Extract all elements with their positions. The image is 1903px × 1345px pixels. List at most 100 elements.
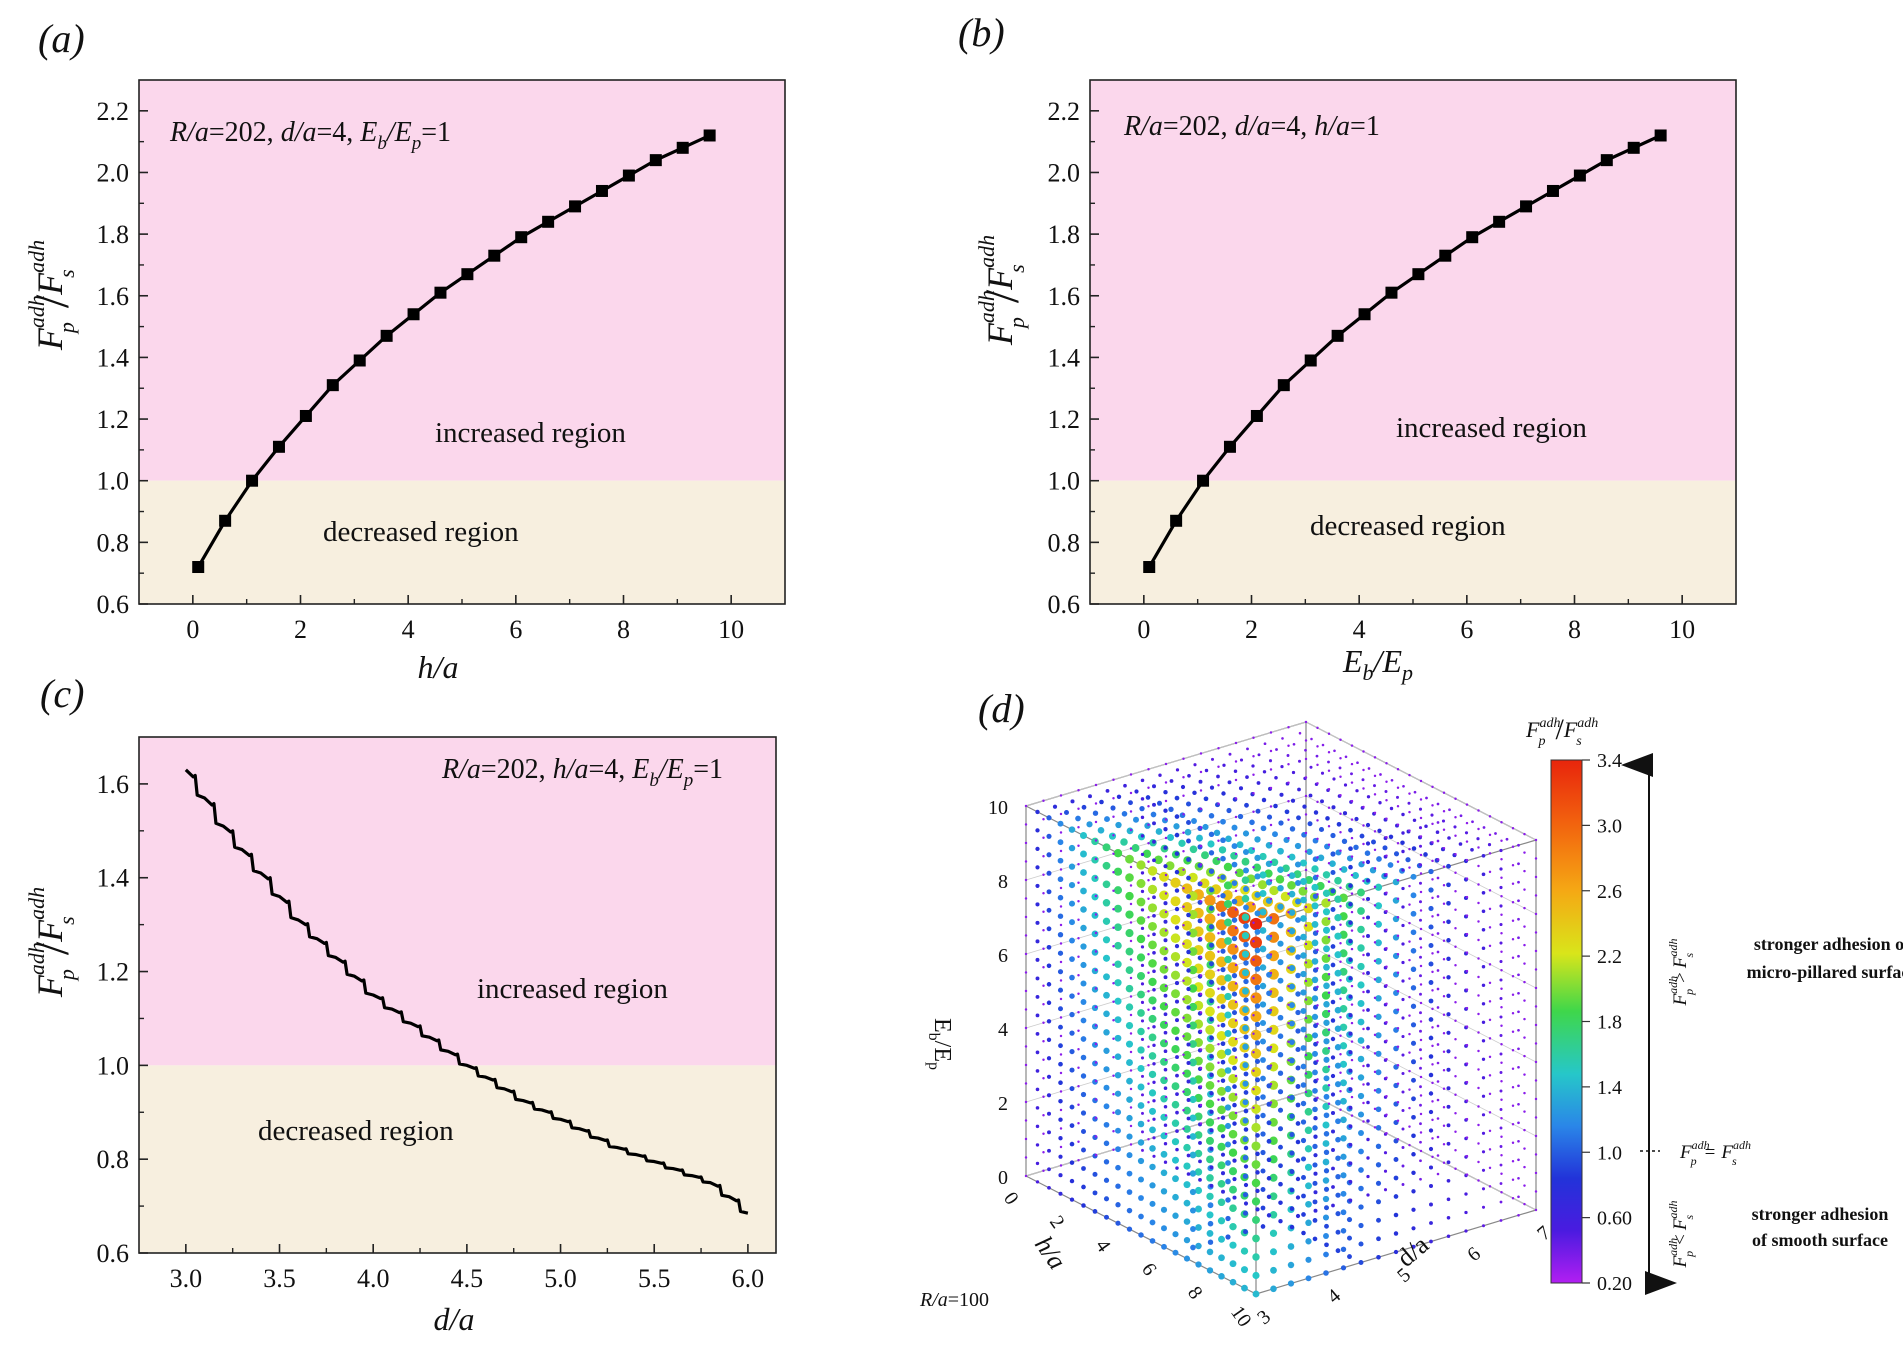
- scatter-point: [1112, 1000, 1115, 1004]
- scatter-point: [1312, 1218, 1318, 1223]
- scatter-point: [1348, 1198, 1353, 1202]
- scatter-point: [1277, 1070, 1284, 1076]
- scatter-point: [1136, 971, 1146, 981]
- scatter-point: [1418, 807, 1423, 811]
- data-point: [246, 474, 259, 487]
- scatter-point: [1257, 753, 1261, 757]
- scatter-point: [1278, 1126, 1283, 1132]
- scatter-point: [1227, 780, 1232, 785]
- scatter-point: [1171, 1063, 1180, 1072]
- scatter-point: [1205, 1136, 1215, 1145]
- scatter-point: [1375, 1143, 1382, 1150]
- scatter-point: [1169, 779, 1174, 783]
- scatter-point: [1059, 812, 1063, 816]
- scatter-point: [1243, 1053, 1249, 1058]
- scatter-point: [1428, 961, 1434, 967]
- scatter-point: [1477, 883, 1480, 886]
- data-point: [1654, 129, 1667, 142]
- scatter-point: [1217, 1198, 1226, 1207]
- scatter-point: [1046, 926, 1052, 932]
- scatter-point: [1385, 947, 1388, 950]
- scatter-point: [1289, 826, 1296, 832]
- scatter-point: [1024, 1174, 1028, 1178]
- scatter-point: [1182, 995, 1192, 1005]
- scatter-point: [1220, 1171, 1226, 1176]
- scatter-point: [1375, 995, 1382, 1002]
- y-tick-label: 0.8: [97, 528, 130, 557]
- scatter-point: [1058, 1154, 1063, 1159]
- scatter-point: [1199, 1122, 1203, 1125]
- scatter-point: [1374, 902, 1383, 910]
- scatter-point: [1186, 949, 1191, 955]
- scatter-point: [1401, 1053, 1405, 1057]
- scatter-point: [1183, 1162, 1191, 1170]
- scatter-point: [1182, 998, 1185, 1001]
- scatter-point: [1446, 1086, 1451, 1091]
- scatter-point: [1147, 990, 1150, 993]
- scatter-point: [1373, 756, 1377, 759]
- scatter-point: [1364, 850, 1371, 856]
- scatter-point: [1446, 1012, 1451, 1017]
- scatter-point: [1159, 1002, 1169, 1011]
- scatter-point: [1385, 1039, 1388, 1043]
- scatter-point: [1464, 1210, 1468, 1215]
- scatter-point: [1163, 938, 1168, 943]
- scatter-point: [1334, 914, 1342, 922]
- data-point: [1627, 141, 1640, 154]
- scatter-point: [1454, 1000, 1457, 1004]
- scatter-point: [1511, 845, 1515, 848]
- scatter-point: [1431, 1081, 1434, 1085]
- scatter-point: [1316, 1022, 1319, 1026]
- scatter-point: [1263, 742, 1267, 746]
- scatter-point: [1365, 822, 1371, 828]
- scatter-point: [1182, 1016, 1185, 1020]
- scatter-point: [1477, 1068, 1480, 1071]
- scatter-point: [1330, 869, 1336, 876]
- scatter-point: [1059, 1053, 1063, 1056]
- scatter-point: [1159, 1020, 1169, 1029]
- scatter-point: [1126, 1152, 1133, 1159]
- scatter-point: [1035, 957, 1040, 962]
- scatter-point: [1147, 1101, 1150, 1104]
- scatter-point: [1231, 1010, 1238, 1016]
- scatter-point: [1419, 1048, 1422, 1052]
- scatter-point: [1103, 991, 1110, 999]
- scatter-point: [1254, 1003, 1261, 1009]
- scatter-point: [1184, 828, 1192, 836]
- scatter-point: [1330, 1018, 1336, 1023]
- scatter-point: [1115, 1164, 1121, 1171]
- scatter-point: [1428, 998, 1434, 1004]
- scatter-point: [1517, 1176, 1520, 1180]
- scatter-point: [1208, 813, 1215, 819]
- scatter-point: [1499, 848, 1503, 853]
- scatter-point: [1209, 979, 1214, 985]
- scatter-point: [1225, 1160, 1231, 1166]
- scatter-point: [1310, 737, 1313, 741]
- scatter-point: [1077, 789, 1080, 792]
- scatter-point: [1454, 834, 1457, 837]
- scatter-point: [1366, 1137, 1370, 1142]
- data-point: [1304, 354, 1317, 367]
- scatter-point: [1035, 1013, 1040, 1018]
- scatter-point: [1373, 885, 1377, 889]
- scatter-point: [1287, 929, 1290, 933]
- scatter-point: [1057, 969, 1064, 975]
- scatter-point: [1069, 1011, 1075, 1018]
- scatter-point: [1287, 1280, 1295, 1287]
- scatter-point: [1500, 1117, 1503, 1120]
- scatter-point: [1346, 1217, 1353, 1223]
- panel-label-d: (d): [978, 686, 1025, 731]
- scatter-point: [1252, 1014, 1255, 1017]
- scatter-point: [1203, 796, 1209, 802]
- scatter-point: [1188, 928, 1198, 938]
- scatter-point: [1428, 980, 1434, 985]
- scatter-point: [1327, 899, 1331, 902]
- scatter-point: [1410, 948, 1417, 954]
- colorbar-tick-label: 2.2: [1597, 946, 1622, 968]
- scatter-point: [1186, 912, 1191, 918]
- scatter-point: [1500, 1172, 1503, 1176]
- scatter-point: [1269, 1045, 1273, 1049]
- scatter-point: [1300, 989, 1307, 996]
- scatter-point: [1138, 1232, 1144, 1238]
